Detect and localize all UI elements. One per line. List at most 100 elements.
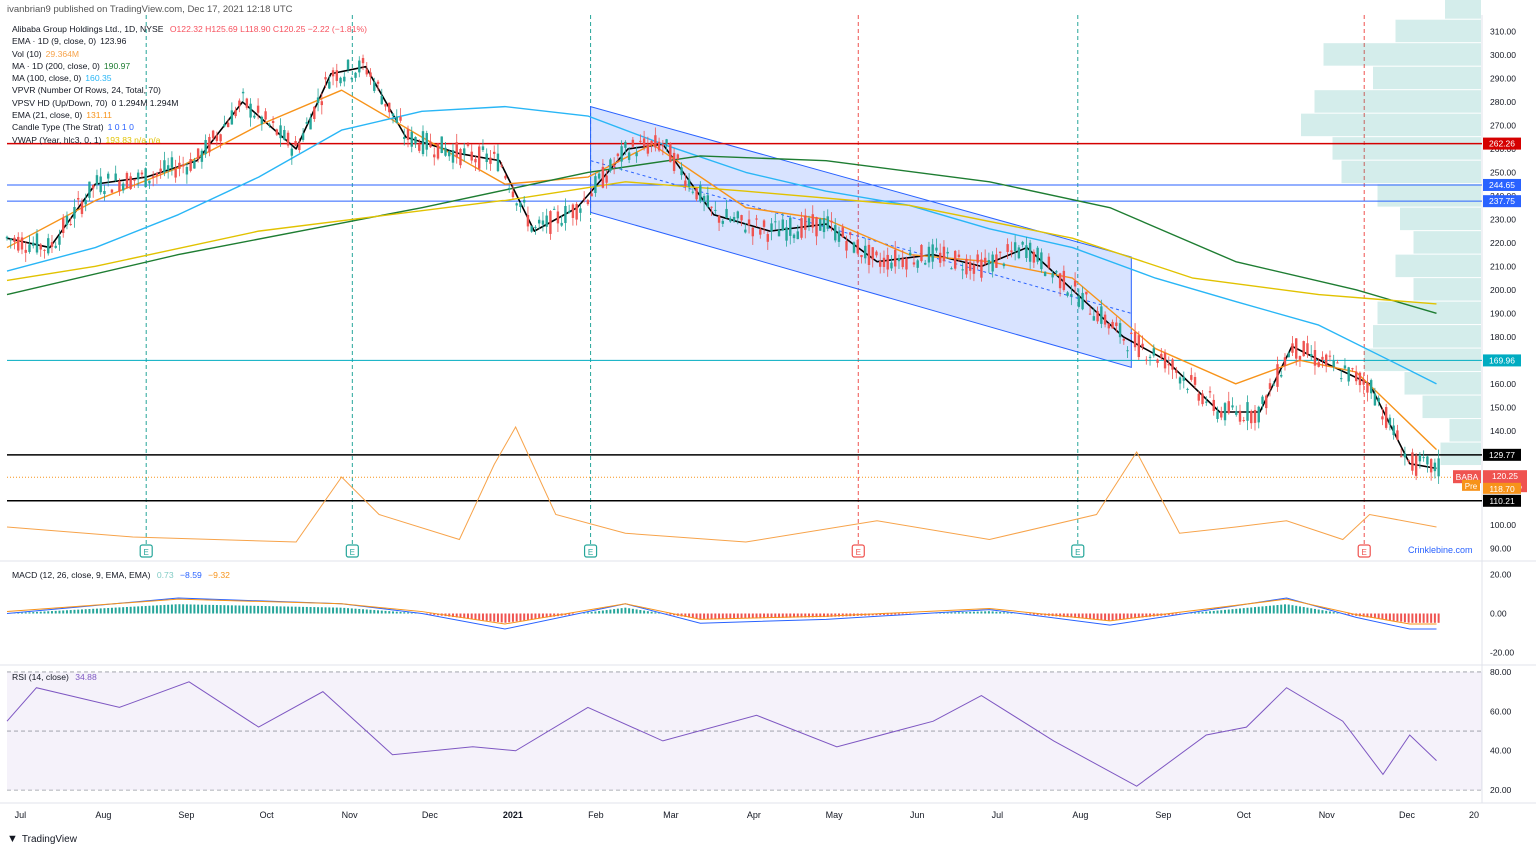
pre-tag <box>1462 479 1480 491</box>
candle-body <box>1205 401 1208 403</box>
indicator-row: Candle Type (The Strat) 1 0 1 0 <box>12 121 371 133</box>
candle-body <box>80 201 84 214</box>
macd-histogram-bar <box>991 611 994 614</box>
candle-body <box>118 180 121 192</box>
candle-body <box>927 246 931 263</box>
volume-profile-bar <box>1422 395 1481 419</box>
candle-body <box>1058 273 1062 289</box>
macd-histogram-bar <box>1201 611 1204 614</box>
macd-histogram-bar <box>1209 611 1212 614</box>
macd-histogram-bar <box>718 613 721 619</box>
macd-histogram-bar <box>227 605 230 614</box>
candle-body <box>519 202 522 207</box>
candle-body <box>702 196 706 202</box>
macd-histogram-bar <box>639 610 642 614</box>
macd-histogram-bar <box>1119 613 1122 620</box>
macd-histogram-bar <box>882 613 885 615</box>
candle-body <box>923 262 927 265</box>
macd-histogram-bar <box>729 613 732 619</box>
candle-body <box>140 172 144 175</box>
candle-body <box>196 148 200 159</box>
candle-body <box>953 251 957 269</box>
macd-histogram-bar <box>1197 612 1200 614</box>
candle-body <box>5 236 9 239</box>
candle-body <box>1021 241 1024 245</box>
candle-body <box>800 218 803 238</box>
candle-body <box>1250 411 1253 424</box>
macd-histogram-bar <box>155 605 158 614</box>
macd-histogram-bar <box>380 610 383 614</box>
macd-histogram-bar <box>249 605 252 614</box>
macd-histogram-bar <box>830 613 833 617</box>
candle-body <box>470 151 473 161</box>
macd-histogram-bar <box>796 613 799 618</box>
candle-body <box>309 117 312 130</box>
candle-body <box>1220 411 1223 418</box>
macd-histogram-bar <box>24 612 27 614</box>
macd-histogram-bar <box>470 613 473 620</box>
price-level-tag <box>1483 354 1521 367</box>
candle-body <box>1414 455 1418 476</box>
candle-body <box>170 157 174 168</box>
earnings-marker-label: E <box>350 548 355 557</box>
macd-histogram-bar <box>208 604 211 614</box>
macd-histogram-bar <box>125 606 128 614</box>
candle-body <box>376 81 380 84</box>
candle-body <box>609 159 612 171</box>
candle-body <box>912 262 916 265</box>
candle-body <box>474 159 477 163</box>
indicator-value: 193.83 n/a n/a <box>105 134 161 145</box>
macd-histogram-bar <box>1362 613 1365 617</box>
macd-histogram-bar <box>1298 606 1301 614</box>
macd-histogram-bar <box>425 613 428 615</box>
candle-body <box>732 216 736 222</box>
macd-histogram-bar <box>178 604 181 614</box>
macd-histogram-bar <box>1287 604 1290 614</box>
candle-body <box>346 59 350 70</box>
macd-histogram-bar <box>526 613 529 620</box>
price-tick-label: 200.00 <box>1490 285 1516 295</box>
macd-histogram-bar <box>800 613 803 618</box>
macd-histogram-bar <box>313 607 316 614</box>
candle-body <box>1377 397 1380 402</box>
candle-body <box>91 185 95 189</box>
price-tick-label: 290.00 <box>1490 73 1516 83</box>
macd-histogram-bar <box>354 608 357 614</box>
candle-body <box>691 191 695 193</box>
candle-body <box>211 130 215 139</box>
macd-histogram-bar <box>118 607 121 614</box>
macd-histogram-bar <box>392 611 395 614</box>
footer[interactable]: ▼ TradingView <box>7 833 77 845</box>
candle-body <box>1295 338 1298 359</box>
candle-body <box>1171 359 1174 370</box>
macd-histogram-bar <box>1111 613 1114 621</box>
candle-body <box>624 141 627 148</box>
candle-body <box>1272 384 1275 386</box>
volume-profile-bar <box>1395 19 1481 43</box>
candle-body <box>380 95 383 105</box>
x-tick-label: 20 <box>1469 810 1479 820</box>
price-tick-label: 250.00 <box>1490 167 1516 177</box>
candle-body <box>1388 417 1392 425</box>
rsi-label: RSI (14, close) <box>12 672 69 682</box>
candle-body <box>1032 251 1036 263</box>
macd-histogram-bar <box>433 613 436 615</box>
candle-body <box>635 152 638 157</box>
candle-body <box>451 150 455 163</box>
macd-histogram-bar <box>305 606 308 614</box>
macd-histogram-bar <box>264 606 267 614</box>
candle-body <box>965 258 968 275</box>
candle-body <box>103 190 106 195</box>
macd-histogram-bar <box>957 612 960 614</box>
candle-body <box>77 197 80 200</box>
indicator-row: VWAP (Year, hlc3, 0, 1) 193.83 n/a n/a <box>12 134 371 146</box>
candle-body <box>1407 459 1410 461</box>
candle-body <box>335 70 339 81</box>
macd-histogram-bar <box>583 612 586 614</box>
macd-histogram-bar <box>793 613 796 618</box>
candle-body <box>496 153 500 172</box>
macd-histogram-bar <box>1066 613 1069 618</box>
macd-histogram-bar <box>1313 608 1316 614</box>
candle-body <box>1253 409 1257 423</box>
